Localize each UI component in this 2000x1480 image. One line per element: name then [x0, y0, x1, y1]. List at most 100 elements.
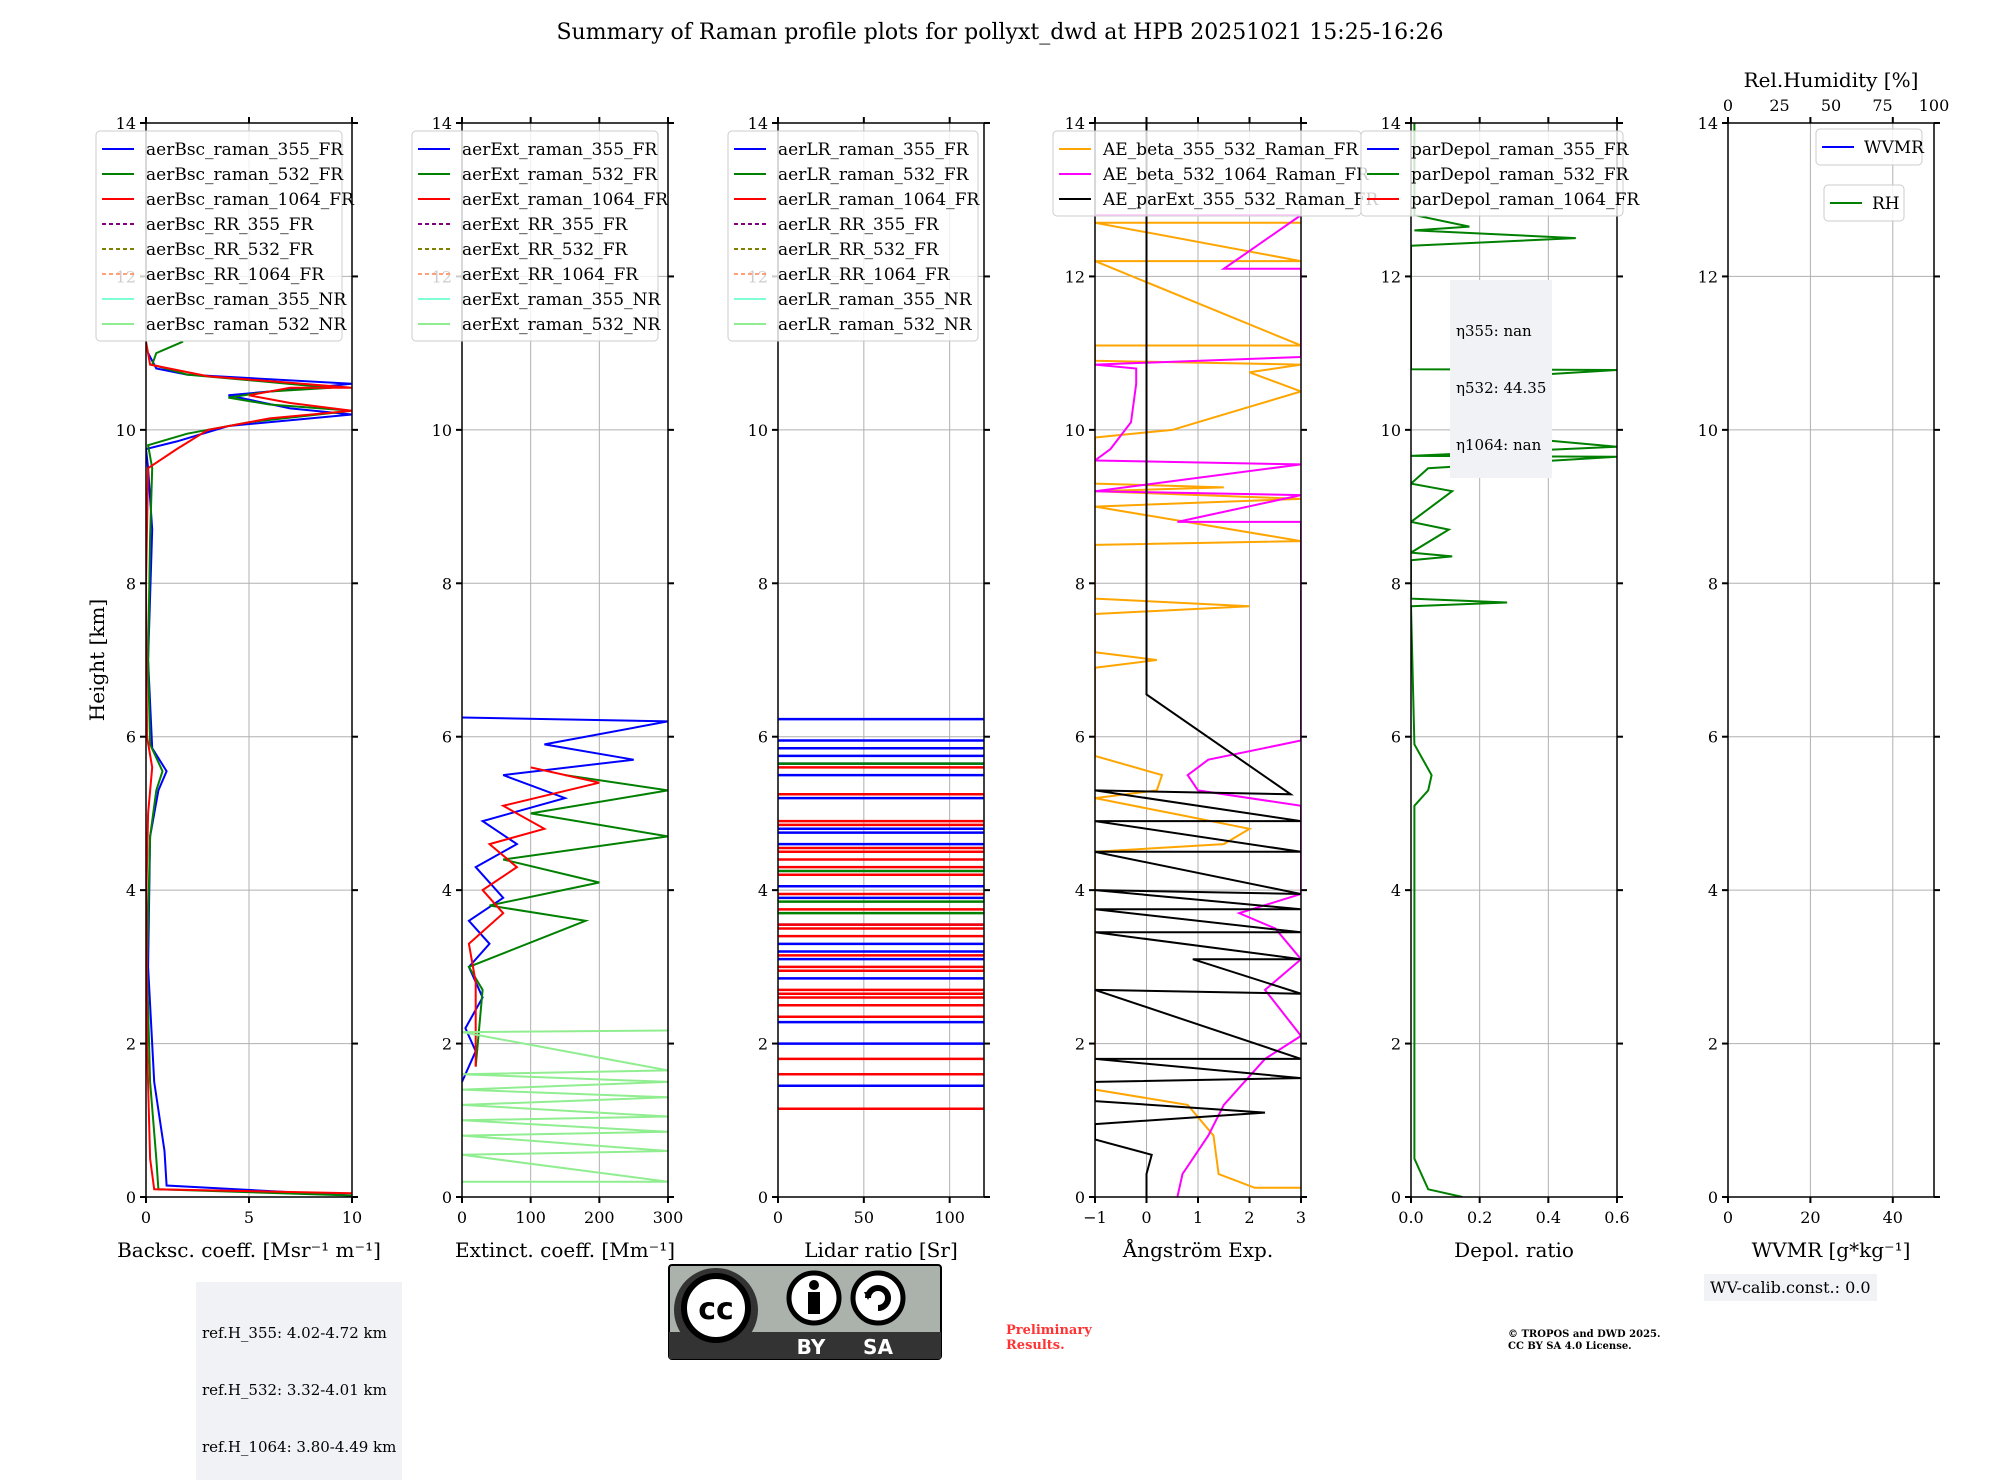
legend-box	[727, 130, 979, 342]
series-line-aerExt_raman_532_FR	[467, 774, 668, 1067]
legend-label-aerExt_RR_532_FR: aerExt_RR_532_FR	[462, 240, 628, 260]
y-tick-label: 6	[758, 728, 768, 747]
by-label: BY	[797, 1335, 826, 1359]
y-tick-label: 6	[1708, 728, 1718, 747]
y-tick-label: 0	[442, 1188, 452, 1207]
sa-share-icon	[850, 1270, 906, 1326]
wv-calib-box: WV-calib.const.: 0.0	[1704, 1274, 1877, 1301]
y-tick-label: 10	[1381, 421, 1401, 440]
panel-depolarization: 0 2 4 6 8 10 12 14 0.0 0.2 0.4 0.6 Depol. ratio parDe…	[1360, 114, 1640, 1262]
legend-label-aerLR_RR_355_FR: aerLR_RR_355_FR	[778, 215, 940, 235]
legend-label-aerExt_raman_532_FR: aerExt_raman_532_FR	[462, 165, 658, 185]
legend: aerExt_raman_355_FR aerExt_raman_532_FRae…	[411, 130, 669, 342]
legend-label-aerBsc_RR_355_FR: aerBsc_RR_355_FR	[146, 215, 314, 235]
x-tick-label: 40	[1883, 1208, 1903, 1227]
legend-label-aerBsc_raman_532_FR: aerBsc_raman_532_FR	[146, 165, 344, 185]
x-tick-label: 200	[584, 1208, 615, 1227]
x-tick-label: 0.4	[1536, 1208, 1561, 1227]
x-tick-label: 10	[342, 1208, 362, 1227]
copyright-line-2: CC BY SA 4.0 License.	[1508, 1341, 1632, 1352]
legend-box	[1823, 184, 1905, 222]
sa-label: SA	[863, 1335, 893, 1359]
legend-label-aerExt_raman_1064_FR: aerExt_raman_1064_FR	[462, 190, 669, 210]
series-line-aerExt_raman_532_NR	[462, 1029, 668, 1183]
y-tick-label: 10	[1698, 421, 1718, 440]
data-layer	[1095, 123, 1301, 1197]
y-tick-label: 0	[1708, 1188, 1718, 1207]
y-tick-label: 12	[1698, 267, 1718, 286]
y-tick-label: 8	[126, 574, 136, 593]
ref-height-1064: ref.H_1064: 3.80-4.49 km	[202, 1438, 397, 1456]
y-axis-label: Height [km]	[85, 599, 109, 721]
x-axis-label: Backsc. coeff. [Msr⁻¹ m⁻¹]	[117, 1238, 381, 1262]
cc-by-sa-badge: cc BY SA	[668, 1264, 942, 1360]
series-line-aerExt_raman_355_FR	[462, 716, 668, 1083]
legend-label-aerExt_RR_355_FR: aerExt_RR_355_FR	[462, 215, 628, 235]
y-tick-label: 4	[1075, 881, 1085, 900]
y-tick-label: 14	[1065, 114, 1085, 133]
legend-label: RH	[1872, 194, 1900, 214]
series-line-AE_beta_532_1064_Raman_FR	[1095, 214, 1301, 1197]
cc-icon	[681, 1273, 751, 1343]
y-tick-label: 8	[1708, 574, 1718, 593]
legend: aerLR_raman_355_FR aerLR_raman_532_FR aerL…	[727, 130, 980, 342]
ref-height-355: ref.H_355: 4.02-4.72 km	[202, 1324, 387, 1342]
panel-backscatter: 024681012140510Backsc. coeff. [Msr⁻¹ m⁻¹…	[85, 114, 381, 1262]
x-tick-label: 0	[457, 1208, 467, 1227]
x-axis-label: Extinct. coeff. [Mm⁻¹]	[455, 1238, 675, 1262]
copyright-note: © TROPOS and DWD 2025. CC BY SA 4.0 Lice…	[1508, 1329, 1660, 1353]
legend-label-AE_beta_532_1064_Raman_FR: AE_beta_532_1064_Raman_FR	[1102, 165, 1370, 185]
legend-box	[1360, 130, 1624, 217]
legend-label-aerBsc_raman_355_FR: aerBsc_raman_355_FR	[146, 140, 344, 160]
legend-label-aerBsc_RR_532_FR: aerBsc_RR_532_FR	[146, 240, 314, 260]
ref-heights-box: ref.H_355: 4.02-4.72 km ref.H_532: 3.32-…	[196, 1282, 403, 1480]
legend-box	[95, 130, 343, 342]
y-tick-label: 14	[116, 114, 136, 133]
x-tick-label: 50	[854, 1208, 874, 1227]
y-tick-label: 2	[758, 1035, 768, 1054]
eta-355: η355: nan	[1456, 322, 1532, 340]
y-tick-label: 4	[442, 881, 452, 900]
legend-label: WVMR	[1864, 138, 1925, 158]
figure-canvas: 0 2 4 6 8 10 12 14 0 5 10 Backsc. coeff. [Msr⁻¹ m⁻¹…	[85, 68, 1949, 1262]
y-tick-label: 10	[116, 421, 136, 440]
x-tick-label: 0	[141, 1208, 151, 1227]
y-tick-label: 6	[1391, 728, 1401, 747]
y-tick-label: 0	[1391, 1188, 1401, 1207]
legend-label-aerBsc_raman_355_NR: aerBsc_raman_355_NR	[146, 290, 347, 310]
eta-box: η355: nan η532: 44.35 η1064: nan	[1450, 280, 1553, 478]
copyright-line-1: © TROPOS and DWD 2025.	[1508, 1329, 1661, 1340]
series-line-AE_beta_355_532_Raman_FR	[1095, 221, 1301, 1189]
x-tick-label: 3	[1296, 1208, 1306, 1227]
legend-RH: RH	[1823, 184, 1905, 222]
y-tick-label: 10	[1065, 421, 1085, 440]
panel-lidar_ratio: 02468101214050100Lidar ratio [Sr]aerLR_r…	[727, 114, 990, 1262]
legend-label-aerLR_raman_532_FR: aerLR_raman_532_FR	[778, 165, 970, 185]
legend-box	[411, 130, 659, 342]
y-tick-label: 4	[126, 881, 136, 900]
y-tick-label: 0	[758, 1188, 768, 1207]
y-tick-label: 12	[1065, 267, 1085, 286]
axes-frame	[1410, 122, 1618, 1198]
y-tick-label: 14	[1381, 114, 1401, 133]
legend-label-aerBsc_raman_1064_FR: aerBsc_raman_1064_FR	[146, 190, 355, 210]
legend-label-aerLR_raman_1064_FR: aerLR_raman_1064_FR	[778, 190, 980, 210]
data-layer	[1411, 123, 1617, 1197]
x-tick-label: 5	[244, 1208, 254, 1227]
preliminary-line-1: Preliminary	[1006, 1323, 1092, 1338]
top-tick-label: 0	[1723, 96, 1733, 115]
legend-label-AE_parExt_355_532_Raman_FR: AE_parExt_355_532_Raman_FR	[1102, 190, 1379, 210]
y-tick-label: 2	[1075, 1035, 1085, 1054]
y-tick-label: 8	[758, 574, 768, 593]
y-tick-label: 10	[432, 421, 452, 440]
y-tick-label: 2	[442, 1035, 452, 1054]
x-axis-label: Depol. ratio	[1454, 1238, 1574, 1262]
y-tick-label: 10	[748, 421, 768, 440]
top-tick-label: 75	[1872, 96, 1892, 115]
panel-extinction: 024681012140100200300Extinct. coeff. [Mm…	[411, 114, 683, 1262]
legend-label-aerBsc_raman_532_NR: aerBsc_raman_532_NR	[146, 315, 347, 335]
x-tick-label: 2	[1244, 1208, 1254, 1227]
y-tick-label: 8	[1391, 574, 1401, 593]
y-tick-label: 6	[126, 728, 136, 747]
legend-label-aerBsc_RR_1064_FR: aerBsc_RR_1064_FR	[146, 265, 325, 285]
